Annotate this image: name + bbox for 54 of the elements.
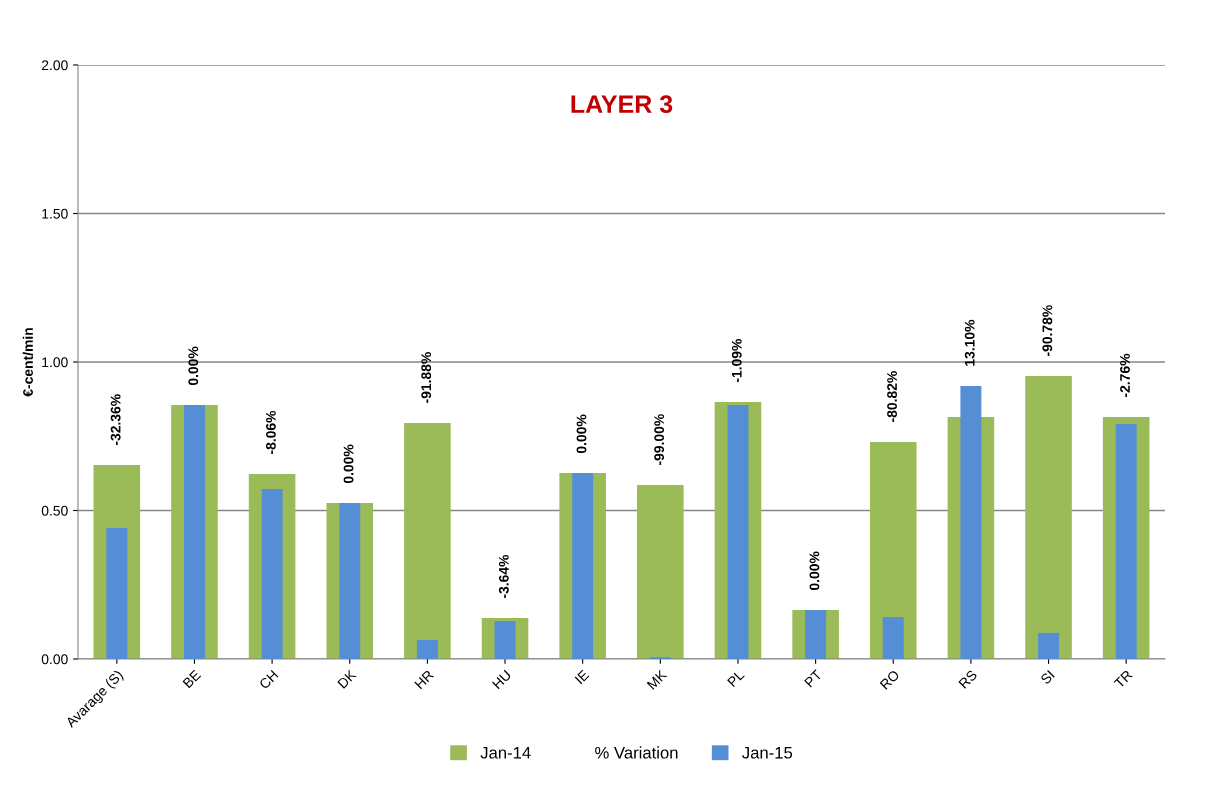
y-axis-title: €-cent/min: [22, 328, 34, 397]
annotation: -80.82%: [887, 371, 897, 422]
annotation: -32.36%: [110, 394, 121, 446]
y-tick-label: 0.00: [41, 654, 68, 665]
x-tick-label: RO: [879, 669, 900, 690]
annotation: 0.00%: [188, 346, 199, 386]
bar: [1025, 375, 1072, 659]
x-tick-label: PL: [727, 669, 745, 688]
bar: [494, 620, 516, 659]
bar: [106, 528, 128, 659]
x-tick-label: CH: [258, 669, 279, 690]
legend-label: Jan-14: [480, 746, 531, 759]
bar: [805, 609, 827, 659]
bar: [404, 422, 451, 659]
y-tick-label: 2.00: [41, 60, 68, 71]
x-tick-label: HU: [492, 669, 512, 690]
bar: [869, 441, 917, 659]
annotation: -3.64%: [498, 554, 509, 599]
text: % Variation: [595, 746, 678, 759]
bar: [261, 489, 283, 659]
text: LAYER 3: [571, 95, 673, 114]
annotation: 0.00%: [809, 551, 820, 590]
x-tick-label: HR: [414, 669, 435, 690]
x-tick-label: PT: [804, 669, 823, 688]
x-tick-label: DK: [337, 669, 357, 689]
annotation: -90.78%: [1042, 305, 1053, 356]
bar: [960, 386, 982, 659]
annotation: -8.06%: [266, 410, 276, 454]
bar: [637, 484, 684, 659]
legend-label: Jan-15: [742, 746, 793, 759]
bar: [727, 405, 749, 659]
bar: [339, 503, 361, 659]
annotation: 0.00%: [576, 414, 587, 454]
x-tick-label: TR: [1113, 669, 1133, 689]
y-tick-label: 1.50: [42, 208, 68, 219]
y-tick-label: 0.50: [41, 505, 68, 516]
x-tick-label: RS: [958, 669, 978, 689]
bar: [183, 405, 205, 659]
bar: [882, 617, 904, 659]
x-tick-label: IE: [574, 669, 590, 685]
annotation: 0.00%: [343, 444, 354, 484]
bar: [572, 473, 594, 659]
bar: [1115, 424, 1137, 659]
annotation: -2.76%: [1120, 353, 1130, 397]
bar: [1038, 632, 1060, 659]
x-tick-label: MK: [646, 669, 668, 690]
bar: [416, 639, 438, 659]
annotation: -91.88%: [421, 352, 432, 403]
annotation: 13.10%: [964, 319, 975, 366]
annotation: -1.09%: [731, 339, 742, 383]
x-tick-label: SI: [1039, 669, 1055, 685]
annotation: -99.00%: [654, 414, 665, 465]
y-tick-label: 1.00: [42, 357, 68, 368]
x-tick-label: BE: [182, 669, 202, 689]
